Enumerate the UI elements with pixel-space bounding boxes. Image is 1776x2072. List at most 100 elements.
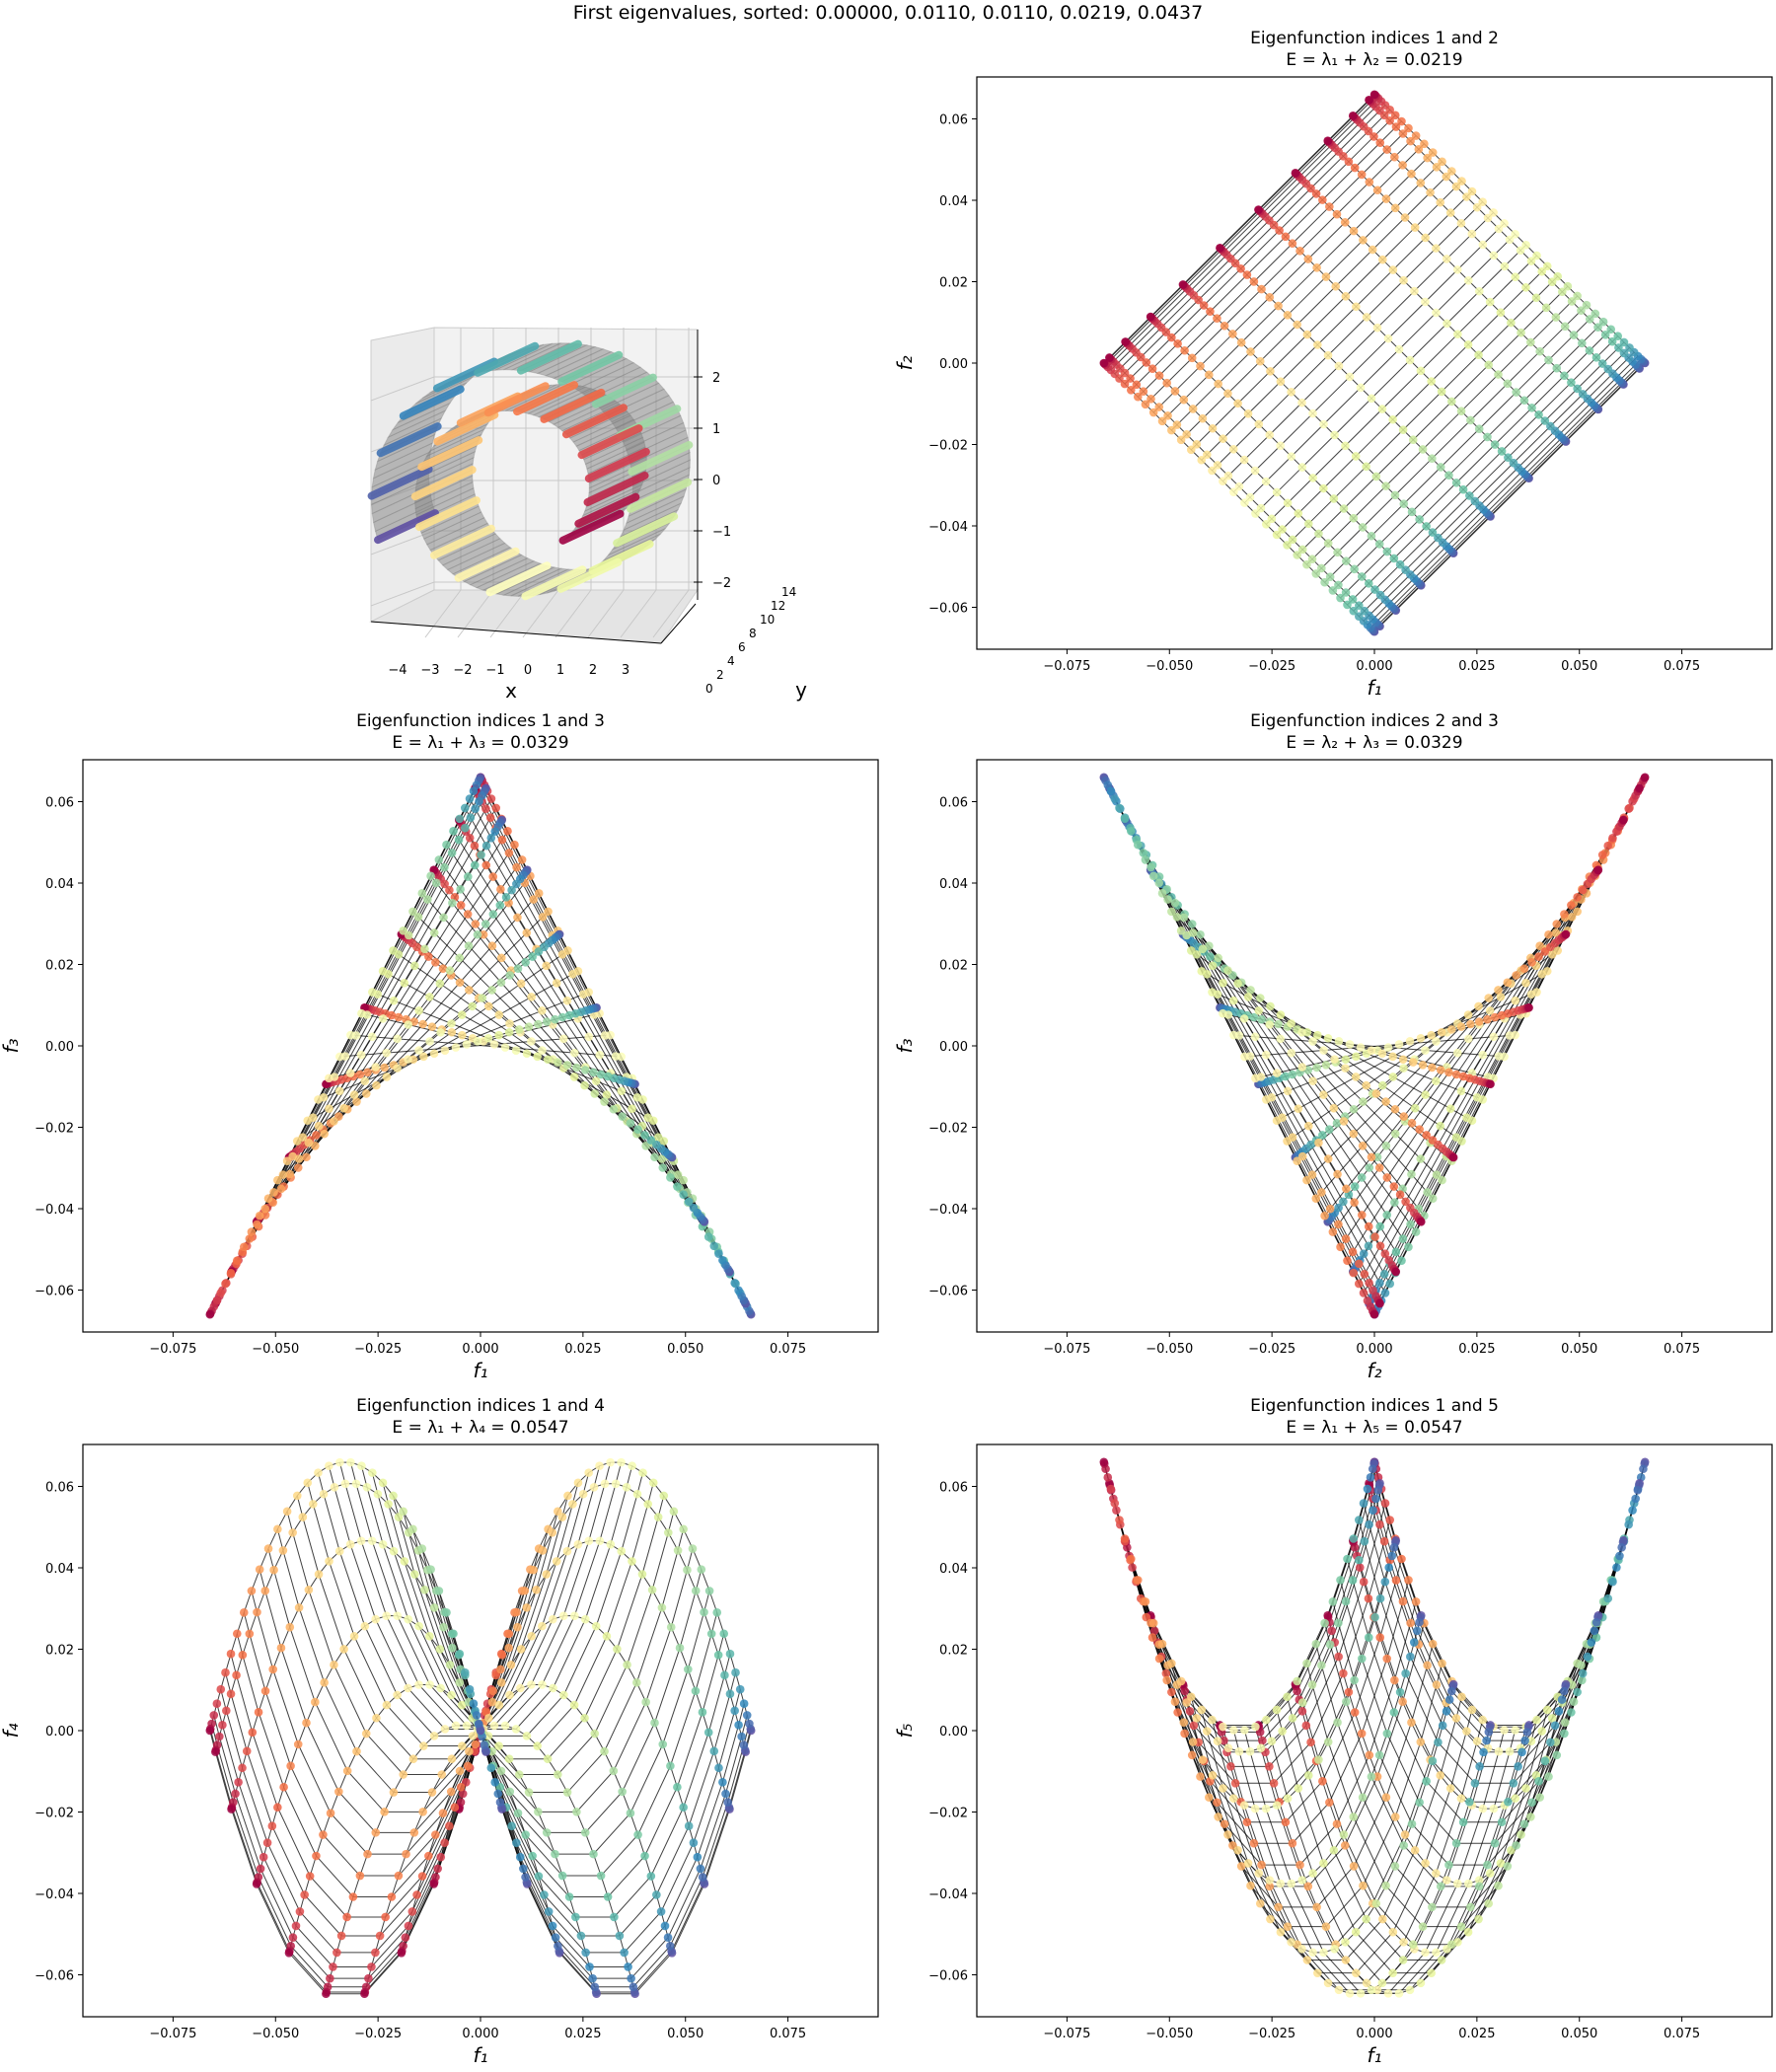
data-point xyxy=(745,1719,754,1729)
data-point xyxy=(1512,1841,1520,1850)
data-point xyxy=(1415,1617,1424,1627)
data-point xyxy=(1208,988,1217,997)
data-point xyxy=(742,1711,752,1720)
data-point xyxy=(513,964,523,973)
data-point xyxy=(1364,1221,1373,1231)
x-tick-label: 0.075 xyxy=(770,1342,806,1357)
data-point xyxy=(1115,1516,1124,1524)
data-point xyxy=(517,855,527,864)
data-point xyxy=(505,971,515,980)
mesh-line xyxy=(1149,869,1422,1222)
data-point xyxy=(455,978,465,988)
data-point xyxy=(1463,1010,1473,1019)
point-bar xyxy=(577,424,643,460)
y-tick-label: 6 xyxy=(738,640,746,654)
data-point xyxy=(580,1713,589,1723)
data-point xyxy=(471,804,480,813)
data-point xyxy=(1569,1697,1579,1706)
data-point xyxy=(589,1068,598,1077)
data-point xyxy=(445,966,455,975)
data-point xyxy=(232,1629,242,1639)
data-point xyxy=(1142,1612,1151,1622)
data-point xyxy=(1343,1554,1352,1564)
data-point xyxy=(564,1892,574,1901)
data-point xyxy=(1188,928,1198,937)
data-point xyxy=(1368,245,1377,255)
mesh-line xyxy=(430,1569,703,1833)
data-point xyxy=(1382,1173,1392,1182)
data-point xyxy=(273,1175,282,1185)
data-point xyxy=(1357,1211,1367,1220)
data-point xyxy=(691,1686,701,1696)
point-bar xyxy=(485,561,552,597)
data-point xyxy=(1265,1876,1274,1885)
data-point xyxy=(454,835,464,845)
data-point xyxy=(1359,236,1368,245)
mesh-line xyxy=(1145,135,1417,406)
data-point xyxy=(1466,1902,1475,1912)
data-point xyxy=(484,1001,493,1011)
data-point xyxy=(1133,840,1143,850)
data-point xyxy=(528,952,537,961)
data-point xyxy=(1342,556,1351,565)
data-point xyxy=(664,1528,673,1537)
data-point xyxy=(360,1989,369,1999)
data-point xyxy=(497,835,507,845)
data-point xyxy=(404,1055,412,1064)
data-point xyxy=(1344,157,1354,167)
data-point xyxy=(486,833,496,843)
data-point xyxy=(325,1073,333,1083)
data-point xyxy=(494,1741,503,1750)
data-point xyxy=(1577,306,1586,316)
data-point xyxy=(632,1678,641,1687)
data-point xyxy=(1382,145,1392,154)
data-point xyxy=(1257,284,1266,294)
data-point xyxy=(455,1678,465,1687)
data-point xyxy=(522,1049,532,1059)
x-tick-label: −0.050 xyxy=(252,1342,299,1357)
data-point xyxy=(438,964,448,973)
mesh-line xyxy=(1369,358,1642,629)
data-point xyxy=(1465,491,1474,500)
data-point xyxy=(1126,386,1136,395)
data-point xyxy=(1128,1563,1137,1572)
data-point xyxy=(1148,1618,1158,1628)
gridline xyxy=(457,589,494,638)
data-point xyxy=(1462,1727,1471,1736)
data-point xyxy=(1442,1876,1451,1885)
data-point xyxy=(1390,1198,1399,1207)
data-point xyxy=(1410,223,1420,232)
data-point xyxy=(1341,1938,1350,1947)
data-point xyxy=(1243,1859,1253,1868)
data-point xyxy=(1526,1813,1535,1821)
data-point xyxy=(1308,474,1317,482)
data-point xyxy=(1375,1221,1385,1231)
data-point xyxy=(650,1718,659,1728)
data-point xyxy=(626,1119,635,1128)
data-point xyxy=(606,1539,616,1549)
data-point xyxy=(500,1721,510,1731)
data-point xyxy=(1334,1618,1343,1628)
data-point xyxy=(334,1787,343,1797)
mesh-lines xyxy=(1103,777,1646,1315)
data-point xyxy=(1416,1978,1426,1988)
x-tick-label: −3 xyxy=(420,663,439,678)
data-point xyxy=(1302,1175,1311,1185)
data-point xyxy=(1559,1686,1569,1696)
data-point xyxy=(1334,580,1343,590)
data-point xyxy=(457,1010,467,1019)
data-point xyxy=(718,1255,727,1265)
data-point xyxy=(610,1912,619,1922)
data-point xyxy=(1379,1536,1389,1546)
data-point xyxy=(1121,337,1130,346)
data-point xyxy=(1380,1577,1390,1587)
data-point xyxy=(474,1719,483,1729)
data-point xyxy=(371,1063,380,1072)
data-point xyxy=(1535,346,1544,356)
data-point xyxy=(511,1725,521,1734)
data-point xyxy=(1380,1289,1390,1297)
data-point xyxy=(1348,1576,1358,1585)
data-point xyxy=(1381,481,1390,490)
data-point xyxy=(485,813,495,822)
